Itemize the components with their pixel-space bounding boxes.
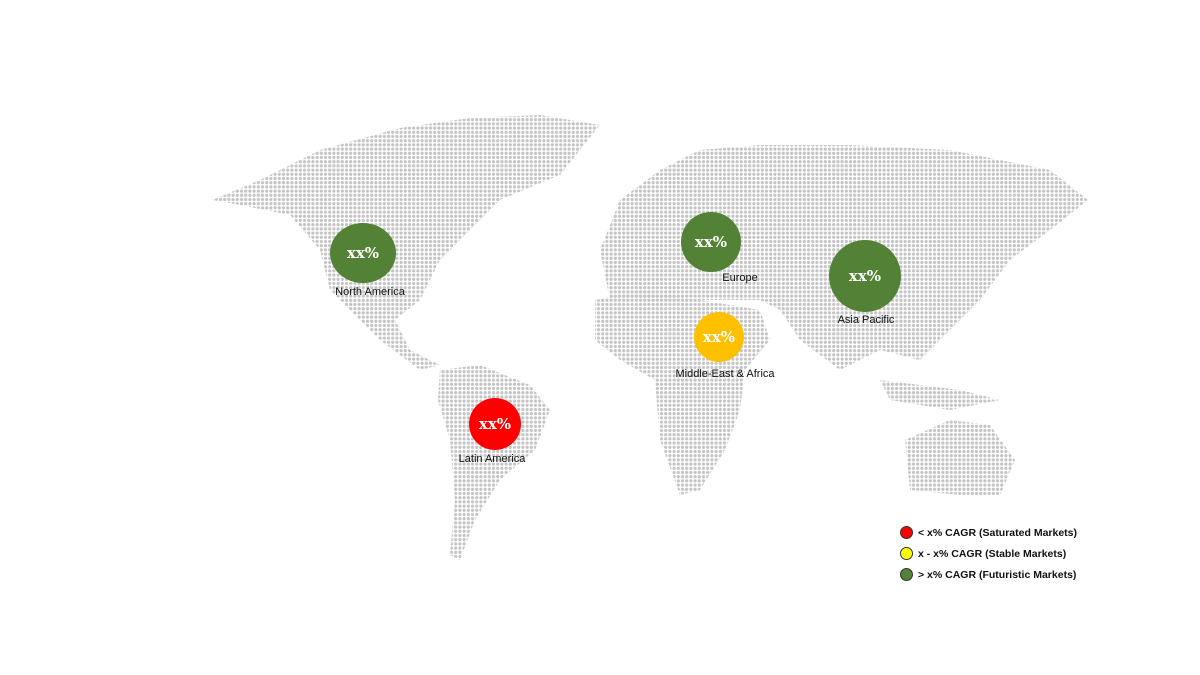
legend-item-saturated: < x% CAGR (Saturated Markets) — [900, 522, 1077, 543]
north-america-landmass — [212, 115, 600, 370]
africa-landmass — [595, 290, 770, 495]
north-america-label: North America — [335, 286, 405, 298]
north-america-bubble: xx% — [330, 223, 396, 283]
middle-east-africa-value: xx% — [702, 328, 736, 346]
legend-label: x - x% CAGR (Stable Markets) — [918, 547, 1067, 560]
red-dot-icon — [900, 526, 913, 539]
green-dot-icon — [900, 568, 913, 581]
latin-america-label: Latin America — [458, 453, 526, 465]
middle-east-africa-bubble: xx% — [694, 312, 744, 362]
latin-america-bubble: xx% — [469, 398, 521, 450]
legend-item-futuristic: > x% CAGR (Futuristic Markets) — [900, 564, 1077, 585]
australia-landmass — [905, 420, 1015, 495]
south-america-landmass — [438, 365, 550, 560]
yellow-dot-icon — [900, 547, 913, 560]
legend-label: > x% CAGR (Futuristic Markets) — [918, 568, 1077, 581]
europe-value: xx% — [694, 233, 728, 251]
latin-america-value: xx% — [478, 415, 512, 433]
asia-pacific-value: xx% — [848, 267, 882, 285]
legend-item-stable: x - x% CAGR (Stable Markets) — [900, 543, 1077, 564]
europe-bubble: xx% — [681, 212, 741, 272]
europe-label: Europe — [722, 272, 758, 284]
asia-pacific-bubble: xx% — [829, 240, 901, 312]
middle-east-africa-label: Middle-East & Africa — [675, 368, 775, 380]
legend-label: < x% CAGR (Saturated Markets) — [918, 526, 1078, 539]
north-america-value: xx% — [346, 244, 380, 262]
legend: < x% CAGR (Saturated Markets) x - x% CAG… — [900, 522, 1077, 585]
asia-pacific-label: Asia Pacific — [837, 314, 895, 326]
southeast-asia-islands — [880, 380, 1000, 410]
